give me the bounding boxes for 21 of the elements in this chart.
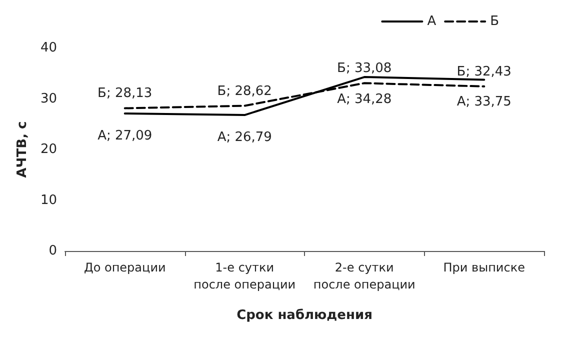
y-tick-label: 0 xyxy=(48,244,57,258)
legend-label: Б xyxy=(490,14,500,29)
data-label: А; 34,28 xyxy=(337,92,392,108)
legend-label: А xyxy=(427,14,436,29)
data-label: А; 33,75 xyxy=(456,94,512,110)
data-label: Б; 28,62 xyxy=(217,84,272,99)
data-label: Б; 33,08 xyxy=(337,61,392,76)
data-label: Б; 28,13 xyxy=(98,86,152,102)
y-tick-label: 40 xyxy=(40,40,57,56)
x-tick-label: До операции xyxy=(84,260,166,274)
data-label: А; 27,09 xyxy=(98,128,152,144)
y-tick-label: 10 xyxy=(40,192,57,208)
x-tick-label: При выписке xyxy=(443,260,525,274)
y-tick-label: 20 xyxy=(40,142,57,157)
data-label: А; 26,79 xyxy=(217,130,272,146)
x-axis-title: Срок наблюдения xyxy=(236,308,372,323)
x-tick-label: 2-е сутки после операции xyxy=(313,260,416,292)
data-label: Б; 32,43 xyxy=(456,64,512,80)
x-tick-label: 1-е сутки после операции xyxy=(194,260,296,292)
y-tick-label: 30 xyxy=(40,91,57,106)
y-axis-title: АЧТВ, с xyxy=(15,121,30,178)
